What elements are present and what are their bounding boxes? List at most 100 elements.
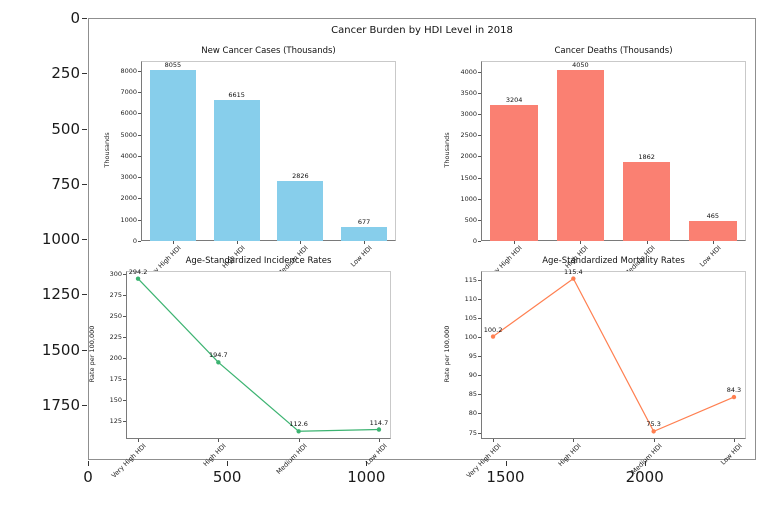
point-value-label: 75.3 xyxy=(646,420,661,429)
y-tick-mark xyxy=(478,337,481,339)
outer-y-tick-label: 1750 xyxy=(41,395,80,414)
point-value-label: 294.2 xyxy=(128,267,148,276)
y-tick-mark xyxy=(478,198,481,200)
y-tick-mark xyxy=(138,155,141,157)
y-tick-label: 6000 xyxy=(120,109,137,118)
y-tick-mark xyxy=(478,114,481,116)
y-tick-label: 500 xyxy=(464,215,477,224)
bar xyxy=(490,105,538,241)
y-tick-mark xyxy=(123,378,126,380)
y-tick-label: 4000 xyxy=(460,67,477,76)
y-tick-mark xyxy=(478,432,481,434)
y-tick-mark xyxy=(138,219,141,221)
bar-value-label: 1862 xyxy=(638,153,655,162)
bar xyxy=(556,69,605,241)
bar xyxy=(277,180,324,241)
y-tick-mark xyxy=(123,336,126,338)
bar xyxy=(213,100,260,241)
outer-x-tick-mark xyxy=(644,461,646,466)
y-tick-mark xyxy=(478,241,481,242)
x-tick-mark xyxy=(300,241,302,244)
y-tick-mark xyxy=(123,399,126,401)
x-tick-mark xyxy=(218,439,220,442)
x-tick-mark xyxy=(298,439,300,442)
y-tick-label: 3000 xyxy=(120,173,137,182)
point-value-label: 115.4 xyxy=(564,267,583,276)
bar xyxy=(689,221,737,241)
y-tick-mark xyxy=(138,198,141,200)
y-tick-mark xyxy=(478,177,481,179)
y-tick-label: 200 xyxy=(109,353,122,362)
y-tick-label: 1000 xyxy=(120,215,137,224)
y-tick-label: 105 xyxy=(464,314,477,323)
point-value-label: 100.2 xyxy=(483,325,503,334)
outer-x-tick-label: 2000 xyxy=(625,468,664,486)
y-tick-label: 300 xyxy=(109,269,122,278)
y-tick-label: 275 xyxy=(109,290,122,299)
y-tick-label: 8000 xyxy=(120,66,137,75)
outer-y-tick-mark xyxy=(82,239,87,240)
y-tick-mark xyxy=(478,156,481,158)
y-tick-label: 2000 xyxy=(120,194,137,203)
chart-title: New Cancer Cases (Thousands) xyxy=(201,46,336,56)
x-tick-mark xyxy=(493,439,495,442)
y-tick-label: 3500 xyxy=(460,88,477,97)
outer-x-tick-label: 500 xyxy=(212,468,242,486)
outer-y-tick-mark xyxy=(82,18,87,19)
bar-value-label: 465 xyxy=(706,212,720,221)
y-tick-mark xyxy=(138,113,141,115)
outer-y-tick-mark xyxy=(82,404,87,406)
y-tick-label: 110 xyxy=(464,295,477,304)
y-tick-label: 75 xyxy=(468,428,477,437)
outer-y-tick-mark xyxy=(82,349,87,351)
outer-y-tick-label: 1250 xyxy=(41,285,80,304)
bar-value-label: 4050 xyxy=(572,60,589,69)
point-value-label: 194.7 xyxy=(209,351,228,360)
y-tick-label: 80 xyxy=(468,409,477,418)
y-tick-mark xyxy=(478,299,481,301)
x-tick-mark xyxy=(712,241,714,244)
plot-area xyxy=(126,271,391,439)
x-tick-mark xyxy=(580,241,582,244)
point-value-label: 112.6 xyxy=(289,420,308,429)
y-tick-mark xyxy=(123,357,126,359)
outer-y-tick-label: 1000 xyxy=(41,230,80,248)
y-tick-mark xyxy=(138,241,141,242)
y-tick-label: 150 xyxy=(109,395,122,404)
y-tick-label: 90 xyxy=(468,371,477,380)
outer-y-tick-label: 1500 xyxy=(41,340,80,359)
outer-y-tick-label: 250 xyxy=(51,64,80,83)
outer-y-tick-mark xyxy=(82,73,87,75)
y-tick-mark xyxy=(478,413,481,415)
y-tick-mark xyxy=(138,134,141,136)
chart-title: Cancer Deaths (Thousands) xyxy=(554,46,673,56)
x-tick-mark xyxy=(514,241,516,244)
x-tick-mark xyxy=(733,439,735,442)
y-tick-mark xyxy=(123,273,126,275)
y-tick-label: 125 xyxy=(109,416,122,425)
y-tick-label: 3000 xyxy=(460,110,477,119)
y-tick-label: 225 xyxy=(109,332,122,341)
y-tick-label: 85 xyxy=(468,390,477,399)
x-tick-mark xyxy=(378,439,380,442)
y-tick-mark xyxy=(478,318,481,320)
bar-value-label: 677 xyxy=(357,217,371,226)
y-tick-label: 0 xyxy=(132,237,137,245)
point-value-label: 114.7 xyxy=(369,418,389,427)
outer-y-tick-label: 0 xyxy=(70,9,80,27)
plot-area xyxy=(481,271,746,439)
y-tick-mark xyxy=(478,394,481,396)
x-tick-mark xyxy=(646,241,648,244)
y-tick-mark xyxy=(478,71,481,73)
y-tick-label: 1500 xyxy=(460,173,477,182)
bar xyxy=(149,69,196,241)
outer-y-tick-mark xyxy=(82,183,87,185)
y-tick-mark xyxy=(123,420,126,422)
x-tick-mark xyxy=(653,439,655,442)
bar xyxy=(341,226,388,241)
y-tick-mark xyxy=(478,92,481,94)
outer-x-tick-mark xyxy=(505,461,507,466)
y-tick-label: 175 xyxy=(109,374,122,383)
y-tick-mark xyxy=(478,375,481,377)
